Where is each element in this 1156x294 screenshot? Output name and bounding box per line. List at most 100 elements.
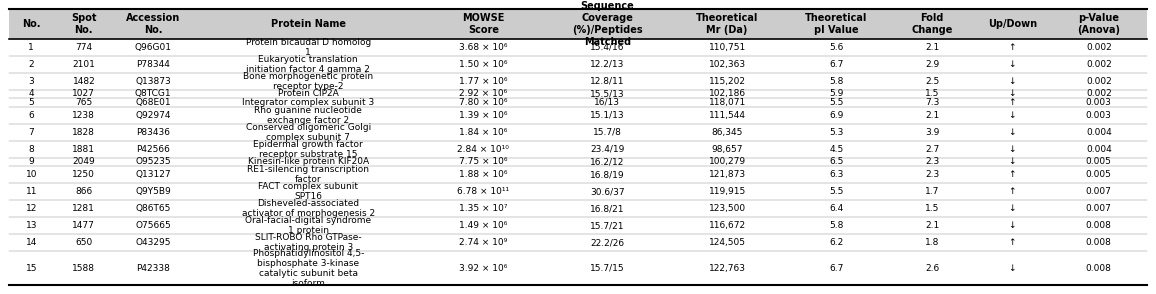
Text: 98,657: 98,657 — [711, 145, 743, 154]
Text: 2.92 × 10⁶: 2.92 × 10⁶ — [459, 89, 507, 98]
Text: 16/13: 16/13 — [594, 98, 621, 107]
Text: 6: 6 — [29, 111, 34, 120]
Text: 5.8: 5.8 — [829, 77, 844, 86]
Text: 2101: 2101 — [73, 60, 95, 69]
Text: 15.7/21: 15.7/21 — [590, 221, 624, 230]
Text: 122,763: 122,763 — [709, 264, 746, 273]
Text: ↓: ↓ — [1008, 264, 1016, 273]
Text: Theoretical
Mr (Da): Theoretical Mr (Da) — [696, 13, 758, 35]
Text: 2.74 × 10⁹: 2.74 × 10⁹ — [459, 238, 507, 247]
Text: 119,915: 119,915 — [709, 187, 746, 196]
Text: Protein Name: Protein Name — [271, 19, 346, 29]
Text: Phosphatidylinositol 4,5-
bisphosphate 3-kinase
catalytic subunit beta
isoform: Phosphatidylinositol 4,5- bisphosphate 3… — [253, 249, 364, 288]
Text: 1.5: 1.5 — [925, 204, 940, 213]
Text: 1881: 1881 — [73, 145, 95, 154]
Text: 5: 5 — [29, 98, 34, 107]
Text: 15.7/15: 15.7/15 — [590, 264, 624, 273]
Text: 16.8/21: 16.8/21 — [590, 204, 624, 213]
Text: 2.84 × 10¹⁰: 2.84 × 10¹⁰ — [458, 145, 510, 154]
Text: Protein bicaudal D homolog
1: Protein bicaudal D homolog 1 — [246, 38, 371, 57]
Text: 23.4/19: 23.4/19 — [590, 145, 624, 154]
Text: 0.002: 0.002 — [1085, 43, 1112, 51]
Text: 4.5: 4.5 — [829, 145, 844, 154]
Text: 2.5: 2.5 — [925, 77, 940, 86]
Text: 3.9: 3.9 — [925, 128, 940, 137]
Text: ↓: ↓ — [1008, 204, 1016, 213]
Text: Epidermal growth factor
receptor substrate 15: Epidermal growth factor receptor substra… — [253, 140, 363, 159]
Text: Fold
Change: Fold Change — [912, 13, 953, 35]
Text: 110,751: 110,751 — [709, 43, 746, 51]
Text: 111,544: 111,544 — [709, 111, 746, 120]
Text: 116,672: 116,672 — [709, 221, 746, 230]
Text: 7: 7 — [29, 128, 34, 137]
Text: 2.3: 2.3 — [925, 170, 940, 179]
Text: 7.75 × 10⁶: 7.75 × 10⁶ — [459, 157, 507, 166]
Text: 3.92 × 10⁶: 3.92 × 10⁶ — [459, 264, 507, 273]
Text: 2.3: 2.3 — [925, 157, 940, 166]
Text: 6.9: 6.9 — [829, 111, 844, 120]
Text: Up/Down: Up/Down — [987, 19, 1037, 29]
Text: Accession
No.: Accession No. — [126, 13, 180, 35]
Text: 1482: 1482 — [73, 77, 95, 86]
Text: 5.9: 5.9 — [829, 89, 844, 98]
Text: MOWSE
Score: MOWSE Score — [462, 13, 505, 35]
Text: 5.6: 5.6 — [829, 43, 844, 51]
Text: 1250: 1250 — [73, 170, 95, 179]
Text: 0.002: 0.002 — [1085, 89, 1112, 98]
Text: 5.8: 5.8 — [829, 221, 844, 230]
Text: ↑: ↑ — [1008, 43, 1016, 51]
Text: 5.5: 5.5 — [829, 98, 844, 107]
Text: 102,363: 102,363 — [709, 60, 746, 69]
Text: P78344: P78344 — [136, 60, 170, 69]
Text: 3.68 × 10⁶: 3.68 × 10⁶ — [459, 43, 507, 51]
Text: Q8TCG1: Q8TCG1 — [135, 89, 171, 98]
Text: 1.84 × 10⁶: 1.84 × 10⁶ — [459, 128, 507, 137]
Text: RE1-silencing transcription
factor: RE1-silencing transcription factor — [247, 165, 369, 184]
Text: p-Value
(Anova): p-Value (Anova) — [1077, 13, 1120, 35]
Text: 0.004: 0.004 — [1085, 145, 1112, 154]
Text: 16.8/19: 16.8/19 — [590, 170, 624, 179]
Text: 1477: 1477 — [73, 221, 95, 230]
Text: 1238: 1238 — [73, 111, 95, 120]
Text: 6.78 × 10¹¹: 6.78 × 10¹¹ — [458, 187, 510, 196]
Text: P42566: P42566 — [136, 145, 170, 154]
Text: 7.80 × 10⁶: 7.80 × 10⁶ — [459, 98, 507, 107]
Text: 5.5: 5.5 — [829, 187, 844, 196]
Text: 15.1/13: 15.1/13 — [590, 111, 624, 120]
Text: Q92974: Q92974 — [135, 111, 171, 120]
Text: 8: 8 — [29, 145, 34, 154]
Text: 0.002: 0.002 — [1085, 60, 1112, 69]
Text: 12.8/11: 12.8/11 — [590, 77, 624, 86]
Text: P42338: P42338 — [136, 264, 170, 273]
Text: 1.49 × 10⁶: 1.49 × 10⁶ — [459, 221, 507, 230]
Text: ↓: ↓ — [1008, 89, 1016, 98]
Text: 2.7: 2.7 — [925, 145, 940, 154]
Text: 13: 13 — [25, 221, 37, 230]
Text: 1.77 × 10⁶: 1.77 × 10⁶ — [459, 77, 507, 86]
Text: Q68E01: Q68E01 — [135, 98, 171, 107]
Text: 0.003: 0.003 — [1085, 111, 1112, 120]
Text: P83436: P83436 — [136, 128, 170, 137]
Text: Bone morphogenetic protein
receptor type-2: Bone morphogenetic protein receptor type… — [243, 71, 373, 91]
Text: 866: 866 — [75, 187, 92, 196]
Text: 30.6/37: 30.6/37 — [590, 187, 624, 196]
Text: 2.9: 2.9 — [925, 60, 940, 69]
Text: ↓: ↓ — [1008, 221, 1016, 230]
Text: 2: 2 — [29, 60, 34, 69]
Text: ↓: ↓ — [1008, 128, 1016, 137]
Text: 0.008: 0.008 — [1085, 221, 1112, 230]
Text: Theoretical
pI Value: Theoretical pI Value — [806, 13, 868, 35]
Text: 15.4/16: 15.4/16 — [590, 43, 624, 51]
Text: 1.88 × 10⁶: 1.88 × 10⁶ — [459, 170, 507, 179]
Text: 1588: 1588 — [73, 264, 95, 273]
Text: 12.2/13: 12.2/13 — [590, 60, 624, 69]
Text: ↑: ↑ — [1008, 187, 1016, 196]
Text: 0.002: 0.002 — [1085, 77, 1112, 86]
Text: 1828: 1828 — [73, 128, 95, 137]
Text: 16.2/12: 16.2/12 — [590, 157, 624, 166]
Text: ↑: ↑ — [1008, 170, 1016, 179]
Text: ↓: ↓ — [1008, 111, 1016, 120]
Text: 1.5: 1.5 — [925, 89, 940, 98]
Text: Conserved oligomeric Golgi
complex subunit 7: Conserved oligomeric Golgi complex subun… — [246, 123, 371, 142]
Text: Spot
No.: Spot No. — [71, 13, 97, 35]
